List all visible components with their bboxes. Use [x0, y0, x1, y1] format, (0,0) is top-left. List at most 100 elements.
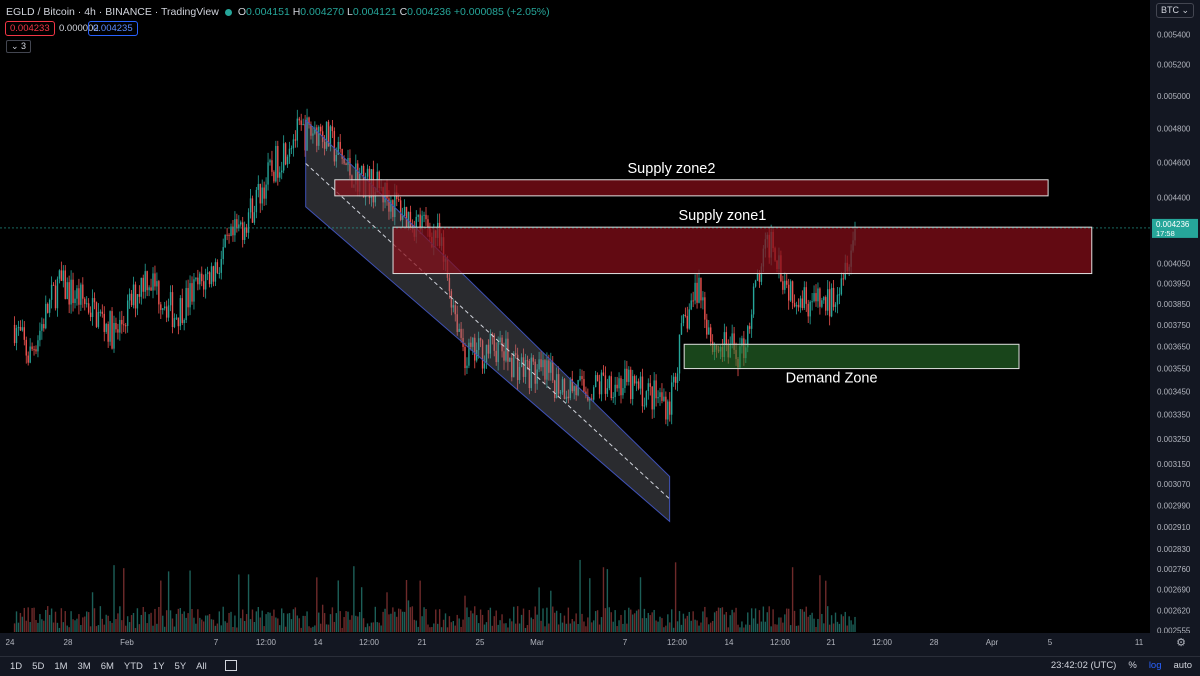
volume-bar	[477, 623, 480, 632]
volume-bar	[758, 610, 761, 632]
candle-body	[795, 304, 798, 307]
auto-toggle[interactable]: auto	[1173, 660, 1193, 671]
volume-bar	[612, 621, 614, 632]
currency-selector[interactable]: BTC ⌄	[1155, 3, 1194, 18]
volume-bar	[288, 613, 291, 632]
y-tick-label: 0.003550	[1157, 365, 1191, 374]
last-price-countdown: 17:58	[1156, 229, 1175, 238]
volume-bar	[144, 611, 146, 632]
volume-bar	[538, 587, 540, 632]
volume-bar	[17, 622, 20, 632]
volume-bar	[437, 623, 439, 632]
candle-body	[99, 311, 102, 313]
volume-bar	[128, 622, 131, 632]
candle-body	[544, 360, 546, 380]
demand-zone-label: Demand Zone	[786, 371, 878, 387]
candle-body	[577, 380, 579, 396]
candle-body	[310, 124, 312, 136]
candle-body	[101, 311, 104, 314]
candle-body	[801, 298, 804, 309]
candle-body	[540, 359, 542, 368]
volume-bar	[848, 616, 850, 632]
candle-body	[741, 338, 743, 347]
candle-body	[692, 300, 694, 302]
volume-bar	[542, 608, 544, 632]
volume-bar	[446, 627, 449, 632]
candle-body	[74, 298, 76, 303]
volume-bar	[282, 613, 285, 632]
volume-bar	[555, 610, 558, 632]
candle-body	[624, 368, 626, 389]
volume-bar	[271, 615, 273, 632]
volume-bar	[513, 606, 515, 632]
tf-5y[interactable]: 5Y	[174, 661, 187, 672]
candle-body	[618, 378, 620, 389]
log-toggle[interactable]: log	[1148, 660, 1162, 671]
volume-bar	[637, 609, 640, 632]
tf-1y[interactable]: 1Y	[152, 661, 165, 672]
buy-price-button[interactable]: 0.004235	[88, 21, 138, 36]
candle-body	[91, 298, 94, 317]
tf-all[interactable]: All	[196, 661, 207, 672]
volume-bar	[528, 609, 531, 632]
volume-bar	[187, 613, 189, 632]
volume-bar	[261, 610, 263, 632]
candle-body	[614, 384, 616, 398]
date-range-icon[interactable]	[224, 660, 237, 671]
tf-1d[interactable]: 1D	[10, 661, 23, 672]
volume-bar	[715, 610, 718, 632]
volume-bar	[316, 577, 318, 632]
candle-body	[694, 282, 696, 301]
volume-bar	[103, 624, 105, 632]
candle-body	[731, 333, 733, 344]
candle-body	[698, 277, 700, 303]
volume-bar	[310, 627, 312, 632]
volume-bar	[136, 608, 139, 632]
candle-body	[54, 285, 57, 309]
volume-bar	[392, 607, 394, 632]
volume-bar	[314, 625, 316, 632]
candle-body	[667, 401, 669, 420]
indicators-toggle[interactable]: ⌄ 3	[6, 40, 32, 53]
tf-5d[interactable]: 5D	[32, 661, 45, 672]
volume-bar	[401, 611, 404, 632]
y-tick-label: 0.005200	[1157, 61, 1191, 70]
symbol-title[interactable]: EGLD / Bitcoin · 4h · BINANCE · TradingV…	[6, 6, 219, 18]
annotations[interactable]: Supply zone2 Supply zone1 Demand Zone	[0, 118, 1150, 523]
settings-gear-icon[interactable]: ⚙	[1176, 637, 1186, 649]
tf-ytd[interactable]: YTD	[123, 661, 143, 672]
volume-bar	[228, 612, 230, 632]
candle-body	[148, 287, 150, 291]
percent-toggle[interactable]: %	[1128, 660, 1137, 671]
candle-body	[247, 212, 250, 233]
volume-bar	[680, 624, 683, 632]
volume-bar	[733, 612, 735, 632]
candle-body	[177, 317, 180, 327]
channel-midline	[305, 163, 670, 500]
volume-bar	[249, 619, 252, 632]
tf-3m[interactable]: 3M	[77, 661, 91, 672]
volume-bar	[616, 626, 618, 632]
candle-body	[676, 373, 679, 383]
clock[interactable]: 23:42:02 (UTC)	[1050, 660, 1117, 671]
price-axis[interactable]: 0.005400 0.005200 0.005000 0.004800 0.004600…	[1150, 0, 1200, 656]
volume-bar	[569, 623, 572, 632]
volume-bar	[86, 611, 88, 632]
last-price-value: 0.004236	[1156, 220, 1190, 229]
tf-6m[interactable]: 6M	[100, 661, 114, 672]
candle-body	[335, 154, 338, 162]
volume-bar	[345, 611, 347, 632]
volume-bar	[659, 616, 661, 632]
volume-bar	[524, 627, 527, 632]
volume-bar	[846, 625, 848, 632]
sell-price-button[interactable]: 0.004233	[5, 21, 55, 36]
time-axis[interactable]: 24 28 Feb 7 12:00 14 12:00 21 25 Mar 7 12:00 14 12:00…	[0, 633, 1200, 656]
tf-1m[interactable]: 1M	[54, 661, 68, 672]
volume-bar	[479, 609, 482, 632]
volume-bar	[641, 618, 644, 632]
volume-bar	[78, 614, 80, 632]
candle-body	[298, 118, 300, 121]
candle-body	[608, 376, 611, 389]
y-tick-label: 0.002910	[1157, 523, 1191, 532]
